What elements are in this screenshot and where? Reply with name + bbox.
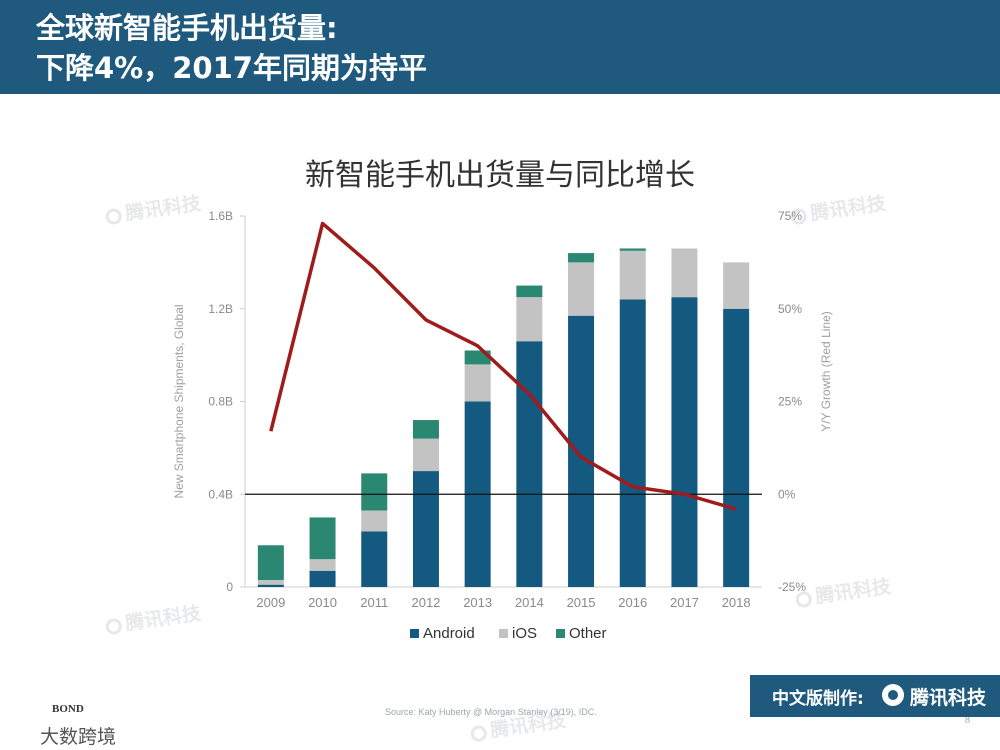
bond-subtitle: 大数跨境 bbox=[40, 726, 117, 748]
bar-ios-2014 bbox=[516, 297, 543, 342]
x-tick-label: 2013 bbox=[463, 595, 492, 610]
y-tick-label: 1.6B bbox=[208, 209, 233, 223]
x-tick-label: 2012 bbox=[411, 595, 440, 610]
bar-android-2009 bbox=[257, 584, 284, 587]
y-tick-label: 0.4B bbox=[208, 487, 233, 501]
y2-tick-label: 75% bbox=[778, 209, 802, 223]
bar-android-2011 bbox=[361, 531, 388, 587]
x-tick-label: 2009 bbox=[256, 595, 285, 610]
bar-other-2016 bbox=[619, 248, 646, 251]
y2-tick-label: 25% bbox=[778, 395, 802, 409]
source-note: Source: Katy Huberty @ Morgan Stanley (3… bbox=[385, 707, 597, 717]
footer-brand: 腾讯科技 bbox=[910, 687, 987, 709]
footer-label: 中文版制作: bbox=[772, 689, 864, 709]
legend-swatch-ios bbox=[499, 629, 508, 638]
bar-ios-2012 bbox=[412, 438, 439, 472]
legend-label-android: Android bbox=[423, 625, 475, 642]
bar-android-2015 bbox=[568, 315, 595, 587]
x-tick-label: 2010 bbox=[308, 595, 337, 610]
bar-ios-2018 bbox=[723, 262, 750, 309]
bar-ios-2016 bbox=[619, 250, 646, 300]
bar-ios-2009 bbox=[257, 580, 284, 585]
x-tick-label: 2011 bbox=[360, 595, 388, 610]
legend-label-other: Other bbox=[569, 625, 607, 642]
page-number: 8 bbox=[965, 715, 970, 726]
bar-android-2016 bbox=[619, 299, 646, 587]
page-title-line1: 全球新智能手机出货量: bbox=[36, 11, 338, 45]
bar-android-2017 bbox=[671, 297, 698, 587]
legend-swatch-android bbox=[410, 629, 419, 638]
y-tick-label: 0.8B bbox=[208, 395, 233, 409]
bar-android-2010 bbox=[309, 570, 336, 587]
bar-ios-2011 bbox=[361, 510, 388, 532]
y-tick-label: 0 bbox=[226, 580, 233, 594]
y2-tick-label: 0% bbox=[778, 487, 796, 501]
chart-title: 新智能手机出货量与同比增长 bbox=[305, 158, 695, 193]
bar-ios-2017 bbox=[671, 248, 698, 298]
bar-android-2014 bbox=[516, 341, 543, 587]
y2-tick-label: 50% bbox=[778, 302, 802, 316]
x-tick-label: 2014 bbox=[515, 595, 544, 610]
bar-android-2012 bbox=[412, 471, 439, 587]
bar-other-2012 bbox=[412, 420, 439, 439]
x-tick-label: 2018 bbox=[722, 595, 751, 610]
title-banner: 全球新智能手机出货量: 下降4%，2017年同期为持平 bbox=[0, 0, 1000, 94]
bond-logo: BOND bbox=[52, 703, 84, 715]
x-tick-label: 2015 bbox=[567, 595, 596, 610]
x-tick-label: 2016 bbox=[618, 595, 647, 610]
legend-swatch-other bbox=[556, 629, 565, 638]
bar-android-2018 bbox=[723, 308, 750, 587]
bar-other-2009 bbox=[257, 545, 284, 581]
tencent-logo-icon bbox=[882, 684, 904, 706]
x-tick-label: 2017 bbox=[670, 595, 699, 610]
bar-other-2015 bbox=[568, 253, 595, 263]
y2-axis-title: Y/Y Growth (Red Line) bbox=[819, 311, 833, 432]
bar-other-2014 bbox=[516, 285, 543, 298]
growth-line bbox=[269, 221, 737, 511]
y-axis-title: New Smartphone Shipments, Global bbox=[172, 304, 186, 498]
bar-ios-2013 bbox=[464, 364, 491, 402]
bar-other-2011 bbox=[361, 473, 388, 511]
y2-tick-label: -25% bbox=[778, 580, 806, 594]
bar-ios-2010 bbox=[309, 559, 336, 571]
bar-other-2010 bbox=[309, 517, 336, 560]
footer-credit: 中文版制作: 腾讯科技 bbox=[750, 675, 1000, 717]
page-title-line2: 下降4%，2017年同期为持平 bbox=[36, 51, 427, 85]
bar-ios-2015 bbox=[568, 262, 595, 316]
y-tick-label: 1.2B bbox=[208, 302, 233, 316]
legend-label-ios: iOS bbox=[512, 625, 537, 642]
